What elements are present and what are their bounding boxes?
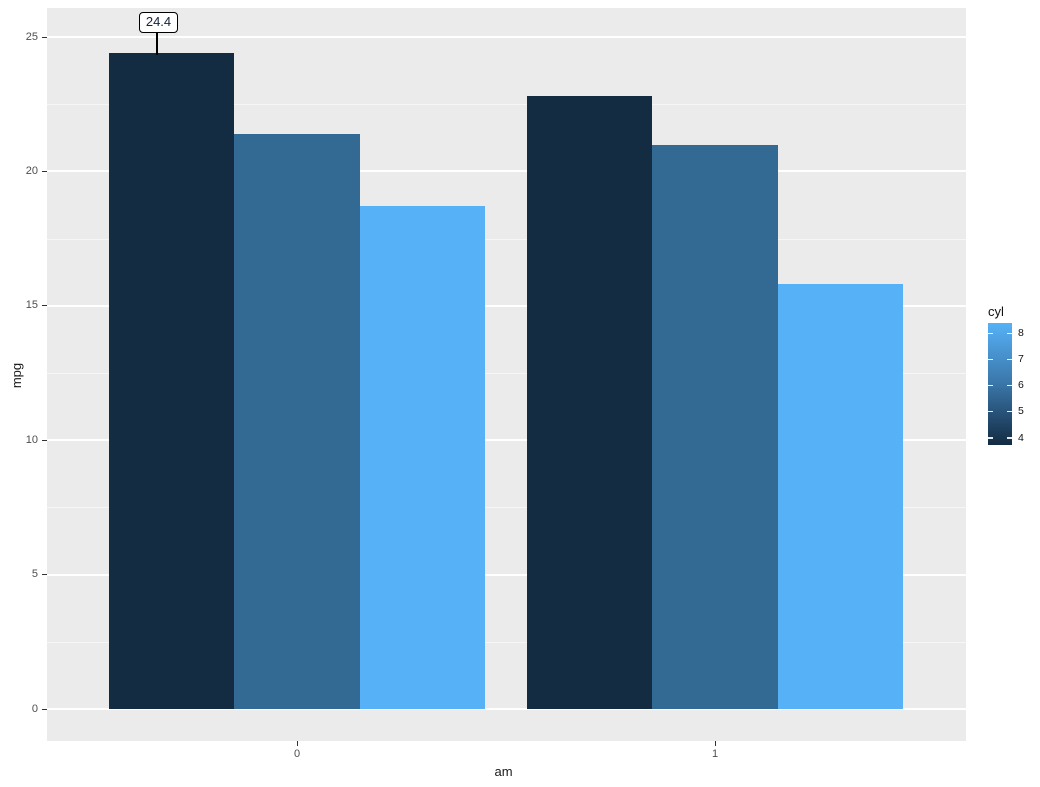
x-axis-tick: [296, 741, 298, 746]
grid-major-line: [47, 573, 966, 576]
value-label-annotation: 24.4: [139, 12, 178, 33]
y-axis-tick: [42, 305, 47, 307]
colorbar-tick-left: [988, 358, 993, 361]
grid-minor-line: [47, 507, 966, 509]
x-axis-tick: [714, 741, 716, 746]
y-axis-title: mpg: [9, 362, 25, 388]
y-axis-tick: [42, 36, 47, 38]
colorbar-tick-label: 5: [1018, 405, 1024, 418]
grid-minor-line: [47, 238, 966, 240]
grid-major-line: [47, 708, 966, 710]
colorbar-tick-left: [988, 384, 993, 387]
colorbar-tick-right: [1007, 384, 1012, 387]
y-axis-tick-label: 5: [31, 568, 38, 581]
legend-title: cyl: [988, 304, 1004, 319]
grid-major-line: [47, 439, 966, 442]
colorbar-tick-left: [988, 332, 993, 334]
colorbar-tick-right: [1007, 437, 1012, 439]
colorbar-tick-right: [1007, 332, 1012, 334]
bar-am0-cyl6: [234, 133, 360, 709]
y-axis-tick-label: 15: [25, 299, 38, 312]
colorbar-tick-right: [1007, 358, 1012, 361]
colorbar-tick-label: 4: [1018, 431, 1024, 444]
grid-minor-line: [47, 641, 966, 643]
grid-minor-line: [47, 104, 966, 106]
grid-major-line: [47, 170, 966, 173]
colorbar-tick-right: [1007, 410, 1012, 413]
y-axis-tick: [42, 708, 47, 710]
x-axis-tick-label: 0: [293, 748, 301, 760]
y-axis-tick: [42, 439, 47, 441]
colorbar-tick-left: [988, 437, 993, 439]
annotation-leader-line: [156, 33, 158, 56]
grid-major-line: [47, 304, 966, 307]
grid-minor-line: [47, 373, 966, 374]
bar-am1-cyl6: [652, 144, 778, 709]
colorbar-tick-label: 8: [1018, 327, 1024, 339]
grid-major-line: [47, 36, 966, 38]
bar-am1-cyl4: [527, 96, 653, 709]
legend-colorbar: [988, 323, 1012, 445]
y-axis-tick: [42, 574, 47, 576]
bar-am0-cyl8: [359, 206, 485, 709]
colorbar-tick-label: 7: [1018, 353, 1024, 366]
x-axis-title: am: [494, 764, 513, 779]
y-axis-tick-label: 25: [25, 30, 38, 43]
y-axis-tick-label: 20: [25, 164, 38, 177]
x-axis-tick-label: 1: [711, 748, 719, 760]
y-axis-tick-label: 10: [25, 433, 38, 446]
bar-am0-cyl4: [109, 53, 235, 709]
y-axis-tick: [42, 170, 47, 172]
colorbar-tick-left: [988, 410, 993, 413]
bar-am1-cyl8: [777, 284, 903, 709]
y-axis-tick-label: 0: [31, 702, 38, 715]
colorbar-tick-label: 6: [1018, 379, 1024, 392]
plot-panel: [47, 8, 966, 741]
